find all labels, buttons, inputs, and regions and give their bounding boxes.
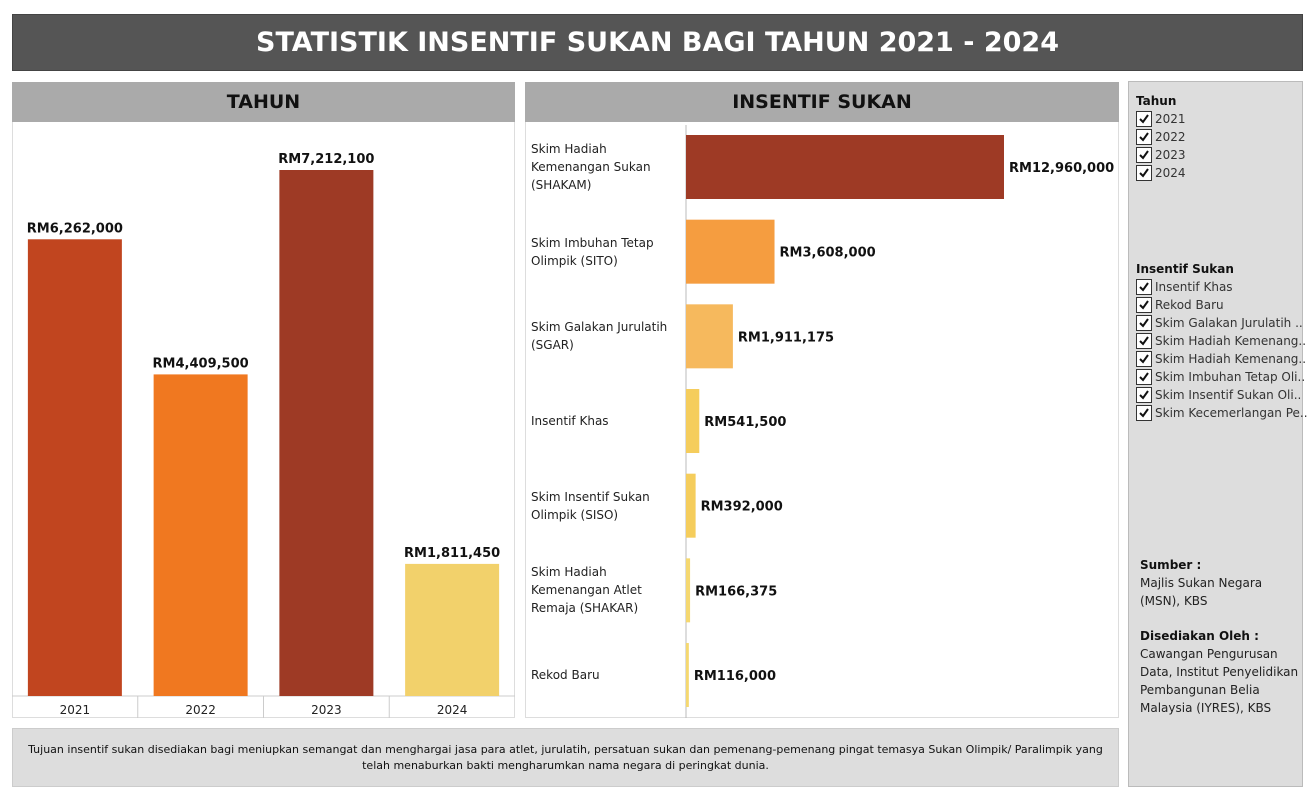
filter-item-label: 2021 — [1155, 112, 1186, 126]
bar — [686, 304, 733, 369]
checkbox[interactable] — [1136, 405, 1152, 421]
note-text: Tujuan insentif sukan disediakan bagi me… — [28, 742, 1103, 772]
filter-item[interactable]: Skim Imbuhan Tetap Oli.. — [1136, 368, 1305, 386]
checkbox[interactable] — [1136, 333, 1152, 349]
filter-title: Tahun — [1136, 94, 1177, 108]
checkmark — [1139, 408, 1149, 418]
filter-item-label: Rekod Baru — [1155, 298, 1224, 312]
dashboard-title: STATISTIK INSENTIF SUKAN BAGI TAHUN 2021… — [12, 14, 1303, 71]
bar — [686, 473, 696, 538]
checkmark — [1139, 372, 1149, 382]
source-text: Majlis Sukan Negara (MSN), KBS — [1140, 576, 1263, 608]
filter-item-label: Skim Imbuhan Tetap Oli.. — [1155, 370, 1306, 384]
bar — [279, 170, 374, 696]
value-label: RM166,375 — [695, 584, 777, 599]
value-label: RM4,409,500 — [153, 356, 249, 371]
filter-item[interactable]: Rekod Baru — [1136, 296, 1301, 314]
value-label: RM1,811,450 — [404, 546, 500, 561]
incentive-chart: RM12,960,000 RM3,608,000 RM1,911,175 RM541,… — [685, 125, 1114, 718]
filter-item[interactable]: Skim Hadiah Kemenang.. — [1136, 332, 1306, 350]
filter-item[interactable]: Skim Kecemerlangan Pe.. — [1136, 404, 1308, 422]
filter-item[interactable]: 2022 — [1136, 128, 1301, 146]
checkmark — [1139, 168, 1149, 178]
filter-item-label: Skim Hadiah Kemenang.. — [1155, 352, 1307, 366]
filter-item-label: Skim Galakan Jurulatih .. — [1155, 316, 1303, 330]
checkbox[interactable] — [1136, 351, 1152, 367]
filter-title: Insentif Sukan — [1136, 262, 1234, 276]
value-label: RM7,212,100 — [278, 152, 374, 167]
filter-item-label: 2023 — [1155, 148, 1186, 162]
filter-item-label: 2024 — [1155, 166, 1186, 180]
bar — [686, 643, 689, 708]
filter-group: Insentif Sukan Insentif Khas Rekod Baru Ski… — [1136, 262, 1308, 422]
y-tick-label: Skim Hadiah Kemenangan Sukan (SHAKAM) — [531, 142, 651, 192]
filter-item[interactable]: Insentif Khas — [1136, 278, 1301, 296]
bar — [153, 374, 248, 696]
filter-panel: Tahun 2021 2022 2023 2024 Insentif Sukan Insen… — [1128, 81, 1308, 787]
filter-item-label: Skim Insentif Sukan Oli.. — [1155, 388, 1302, 402]
filter-item[interactable]: Skim Galakan Jurulatih .. — [1136, 314, 1303, 332]
y-tick-label: Skim Hadiah Kemenangan Atlet Remaja (SHA… — [531, 565, 642, 616]
prepared-label: Disediakan Oleh : — [1140, 629, 1259, 643]
bar — [686, 558, 691, 623]
checkbox[interactable] — [1136, 111, 1152, 127]
filter-group: Tahun 2021 2022 2023 2024 — [1136, 94, 1301, 182]
filter-item[interactable]: Skim Insentif Sukan Oli.. — [1136, 386, 1301, 404]
checkmark — [1139, 282, 1149, 292]
bar — [686, 389, 700, 454]
bar — [686, 135, 1004, 199]
checkbox[interactable] — [1136, 297, 1152, 313]
checkmark — [1139, 354, 1149, 364]
checkmark — [1139, 132, 1149, 142]
filter-item-label: Skim Hadiah Kemenang.. — [1155, 334, 1307, 348]
checkbox[interactable] — [1136, 129, 1152, 145]
y-tick-label: Skim Imbuhan Tetap Olimpik (SITO) — [531, 235, 654, 268]
checkmark — [1139, 390, 1149, 400]
filter-item-label: 2022 — [1155, 130, 1186, 144]
value-label: RM6,262,000 — [27, 221, 123, 236]
filter-item[interactable]: 2024 — [1136, 164, 1301, 182]
filter-item[interactable]: Skim Hadiah Kemenang.. — [1136, 350, 1306, 368]
checkbox[interactable] — [1136, 165, 1152, 181]
checkbox[interactable] — [1136, 279, 1152, 295]
year-chart: RM6,262,000 2021 RM4,409,500 2022 RM7,212,10… — [12, 152, 515, 718]
checkbox[interactable] — [1136, 147, 1152, 163]
filter-item[interactable]: 2023 — [1136, 146, 1301, 164]
checkbox[interactable] — [1136, 369, 1152, 385]
checkmark — [1139, 318, 1149, 328]
checkmark — [1139, 114, 1149, 124]
source-label: Sumber : — [1140, 558, 1202, 572]
y-tick-label: Skim Galakan Jurulatih (SGAR) — [531, 320, 668, 353]
value-label: RM541,500 — [704, 415, 786, 430]
checkmark — [1139, 150, 1149, 160]
value-label: RM12,960,000 — [1009, 161, 1114, 176]
x-tick-label: 2024 — [437, 703, 468, 717]
bar — [405, 563, 500, 696]
filter-item-label: Insentif Khas — [1155, 280, 1233, 294]
y-tick-label: Rekod Baru — [531, 668, 600, 683]
value-label: RM116,000 — [694, 669, 776, 684]
filter-item-label: Skim Kecemerlangan Pe.. — [1155, 406, 1308, 420]
y-tick-label: Insentif Khas — [531, 414, 609, 428]
value-label: RM3,608,000 — [780, 246, 876, 261]
checkmark — [1139, 336, 1149, 346]
y-tick-label: Skim Insentif Sukan Olimpik (SISO) — [531, 489, 650, 522]
x-tick-label: 2023 — [311, 703, 342, 717]
x-tick-label: 2022 — [185, 703, 216, 717]
prepared-text: Cawangan Pengurusan Data, Institut Penye… — [1140, 647, 1299, 715]
value-label: RM1,911,175 — [738, 330, 834, 345]
note: Tujuan insentif sukan disediakan bagi me… — [12, 728, 1119, 787]
value-label: RM392,000 — [701, 500, 783, 515]
checkbox[interactable] — [1136, 387, 1152, 403]
bar — [27, 239, 122, 696]
x-tick-label: 2021 — [60, 703, 91, 717]
bar — [686, 219, 775, 284]
checkbox[interactable] — [1136, 315, 1152, 331]
filter-item[interactable]: 2021 — [1136, 110, 1301, 128]
chart-title: INSENTIF SUKAN — [525, 82, 1119, 122]
checkmark — [1139, 300, 1149, 310]
chart-title: TAHUN — [12, 82, 515, 122]
